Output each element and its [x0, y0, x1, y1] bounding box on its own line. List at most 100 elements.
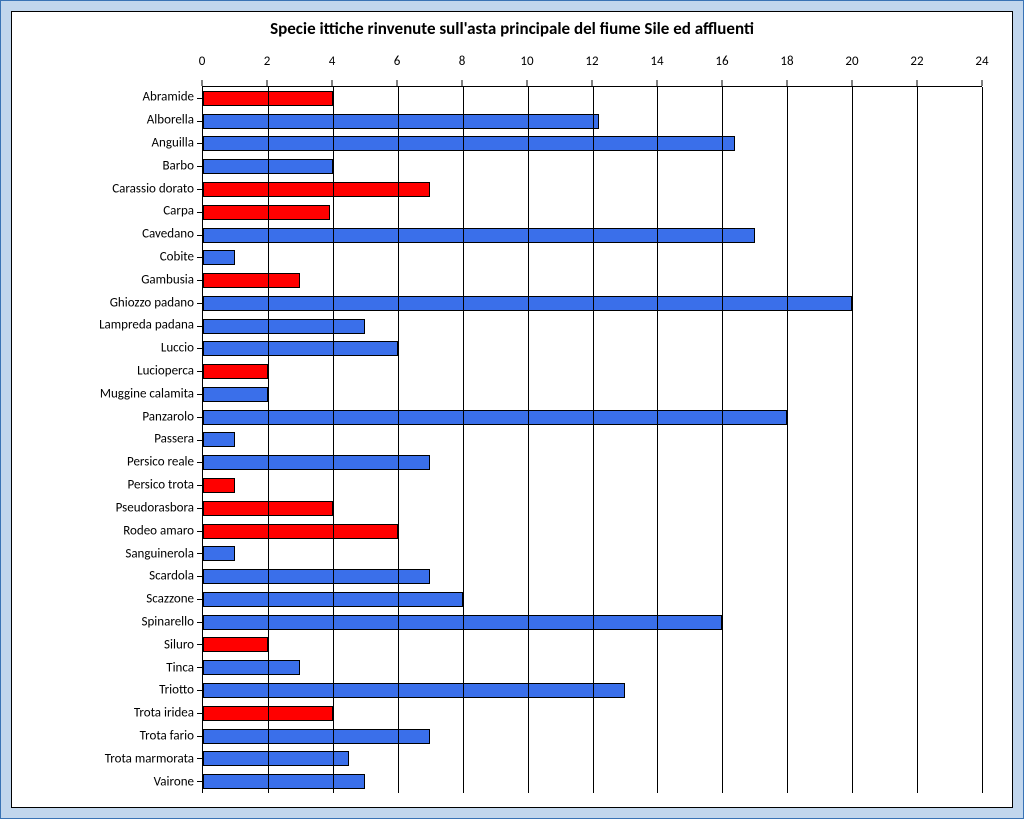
gridline: [528, 87, 529, 793]
y-label-row: Lampreda padana: [12, 314, 198, 337]
y-axis-label: Persico reale: [12, 455, 194, 470]
y-tick-mark: [197, 394, 203, 395]
y-tick-mark: [197, 280, 203, 281]
x-axis-track: 024681012141618202224: [202, 50, 982, 86]
bar: [203, 273, 300, 288]
y-label-row: Pseudorasbora: [12, 497, 198, 520]
y-tick-mark: [197, 235, 203, 236]
chart-title: Specie ittiche rinvenute sull'asta princ…: [12, 18, 1012, 39]
y-tick-mark: [197, 667, 203, 668]
y-tick-mark: [197, 98, 203, 99]
gridline: [852, 87, 853, 793]
y-label-row: Trota fario: [12, 725, 198, 748]
y-label-row: Siluro: [12, 633, 198, 656]
y-label-row: Persico reale: [12, 451, 198, 474]
y-axis-label: Alborella: [12, 113, 194, 128]
y-tick-mark: [197, 713, 203, 714]
y-label-row: Ghiozzo padano: [12, 291, 198, 314]
y-label-row: Rodeo amaro: [12, 519, 198, 542]
y-label-row: Persico trota: [12, 474, 198, 497]
y-label-row: Carpa: [12, 200, 198, 223]
x-tick-label: 20: [845, 54, 858, 69]
bar: [203, 660, 300, 675]
y-axis-labels: AbramideAlborellaAnguillaBarboCarassio d…: [12, 86, 198, 793]
y-tick-mark: [197, 143, 203, 144]
y-axis-label: Barbo: [12, 158, 194, 173]
bar: [203, 319, 365, 334]
y-label-row: Scazzone: [12, 588, 198, 611]
gridline: [398, 87, 399, 793]
x-tick-label: 18: [780, 54, 793, 69]
x-tick-label: 24: [975, 54, 988, 69]
y-axis-label: Persico trota: [12, 478, 194, 493]
y-label-row: Tinca: [12, 656, 198, 679]
y-axis-label: Ghiozzo padano: [12, 295, 194, 310]
y-tick-mark: [197, 531, 203, 532]
gridline: [333, 87, 334, 793]
y-axis-label: Carassio dorato: [12, 181, 194, 196]
y-label-row: Cobite: [12, 246, 198, 269]
gridline: [593, 87, 594, 793]
y-axis-label: Trota marmorata: [12, 751, 194, 766]
bar: [203, 114, 599, 129]
bar: [203, 432, 235, 447]
y-tick-mark: [197, 736, 203, 737]
y-tick-mark: [197, 257, 203, 258]
y-tick-mark: [197, 644, 203, 645]
y-label-row: Muggine calamita: [12, 382, 198, 405]
x-tick-label: 12: [585, 54, 598, 69]
gridline: [722, 87, 723, 793]
y-tick-mark: [197, 212, 203, 213]
bar: [203, 546, 235, 561]
y-axis-label: Vairone: [12, 774, 194, 789]
y-tick-mark: [197, 348, 203, 349]
y-label-row: Alborella: [12, 109, 198, 132]
x-tick-label: 4: [329, 54, 336, 69]
x-tick-label: 10: [520, 54, 533, 69]
y-tick-mark: [197, 622, 203, 623]
y-label-row: Trota iridea: [12, 702, 198, 725]
y-axis-label: Panzarolo: [12, 409, 194, 424]
y-label-row: Panzarolo: [12, 405, 198, 428]
y-axis-label: Passera: [12, 432, 194, 447]
y-axis-label: Pseudorasbora: [12, 500, 194, 515]
x-tick-label: 0: [199, 54, 206, 69]
x-tick-label: 2: [264, 54, 271, 69]
y-axis-label: Cavedano: [12, 227, 194, 242]
y-label-row: Anguilla: [12, 132, 198, 155]
bar: [203, 683, 625, 698]
gridline: [787, 87, 788, 793]
bar: [203, 751, 349, 766]
bar: [203, 478, 235, 493]
y-axis-label: Cobite: [12, 250, 194, 265]
bar: [203, 455, 430, 470]
x-axis: 024681012141618202224: [202, 50, 982, 86]
y-label-row: Carassio dorato: [12, 177, 198, 200]
y-tick-mark: [197, 417, 203, 418]
y-axis-label: Carpa: [12, 204, 194, 219]
y-tick-mark: [197, 690, 203, 691]
y-axis-label: Muggine calamita: [12, 386, 194, 401]
y-label-row: Barbo: [12, 154, 198, 177]
x-tick-label: 22: [910, 54, 923, 69]
y-axis-label: Gambusia: [12, 272, 194, 287]
y-axis-label: Lucioperca: [12, 364, 194, 379]
y-label-row: Luccio: [12, 337, 198, 360]
y-axis-label: Tinca: [12, 660, 194, 675]
y-label-row: Scardola: [12, 565, 198, 588]
y-label-row: Cavedano: [12, 223, 198, 246]
bar: [203, 364, 268, 379]
gridline: [982, 87, 983, 793]
y-tick-mark: [197, 576, 203, 577]
plot-wrapper: Specie ittiche rinvenute sull'asta princ…: [11, 11, 1013, 808]
y-tick-mark: [197, 166, 203, 167]
plot-area: [202, 86, 982, 793]
y-label-row: Spinarello: [12, 611, 198, 634]
bar: [203, 341, 398, 356]
y-axis-label: Rodeo amaro: [12, 523, 194, 538]
gridline: [917, 87, 918, 793]
y-tick-mark: [197, 189, 203, 190]
bar: [203, 136, 735, 151]
y-tick-mark: [197, 485, 203, 486]
y-tick-mark: [197, 440, 203, 441]
